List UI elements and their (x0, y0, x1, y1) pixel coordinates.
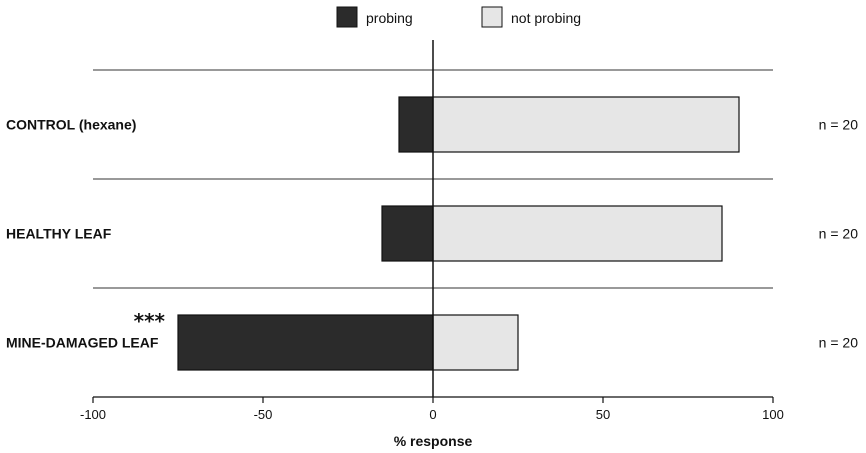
legend-swatch-probing (336, 6, 358, 28)
legend-swatch-not-probing (481, 6, 503, 28)
x-tick-label: 50 (596, 407, 610, 422)
category-label-control-hexane: CONTROL (hexane) (6, 117, 136, 133)
n-label-mine-damaged-leaf: n = 20 (819, 335, 859, 351)
x-axis-title: % response (394, 433, 473, 449)
legend-label-probing: probing (366, 10, 413, 26)
legend: probing not probing (336, 6, 581, 28)
bar-not-probing-control-hexane (432, 96, 740, 153)
n-label-healthy-leaf: n = 20 (819, 226, 859, 242)
bar-probing-healthy-leaf (381, 205, 434, 262)
category-labels: CONTROL (hexane) n = 20 HEALTHY LEAF n = 20… (6, 117, 858, 351)
bar-not-probing-healthy-leaf (432, 205, 723, 262)
bars (177, 40, 740, 397)
x-tick-label: 100 (762, 407, 784, 422)
significance-label: *** (134, 309, 166, 333)
bar-not-probing-mine-damaged-leaf (432, 314, 519, 371)
x-axis: -100 -50 0 50 100 % response (80, 396, 784, 449)
x-tick-label: -100 (80, 407, 106, 422)
category-label-healthy-leaf: HEALTHY LEAF (6, 226, 112, 242)
bar-probing-mine-damaged-leaf (177, 314, 434, 371)
category-label-mine-damaged-leaf: MINE-DAMAGED LEAF (6, 335, 159, 351)
x-tick-label: -50 (254, 407, 273, 422)
n-label-control-hexane: n = 20 (819, 117, 859, 133)
x-tick-label: 0 (429, 407, 436, 422)
legend-label-not-probing: not probing (511, 10, 581, 26)
bar-probing-control-hexane (398, 96, 434, 153)
